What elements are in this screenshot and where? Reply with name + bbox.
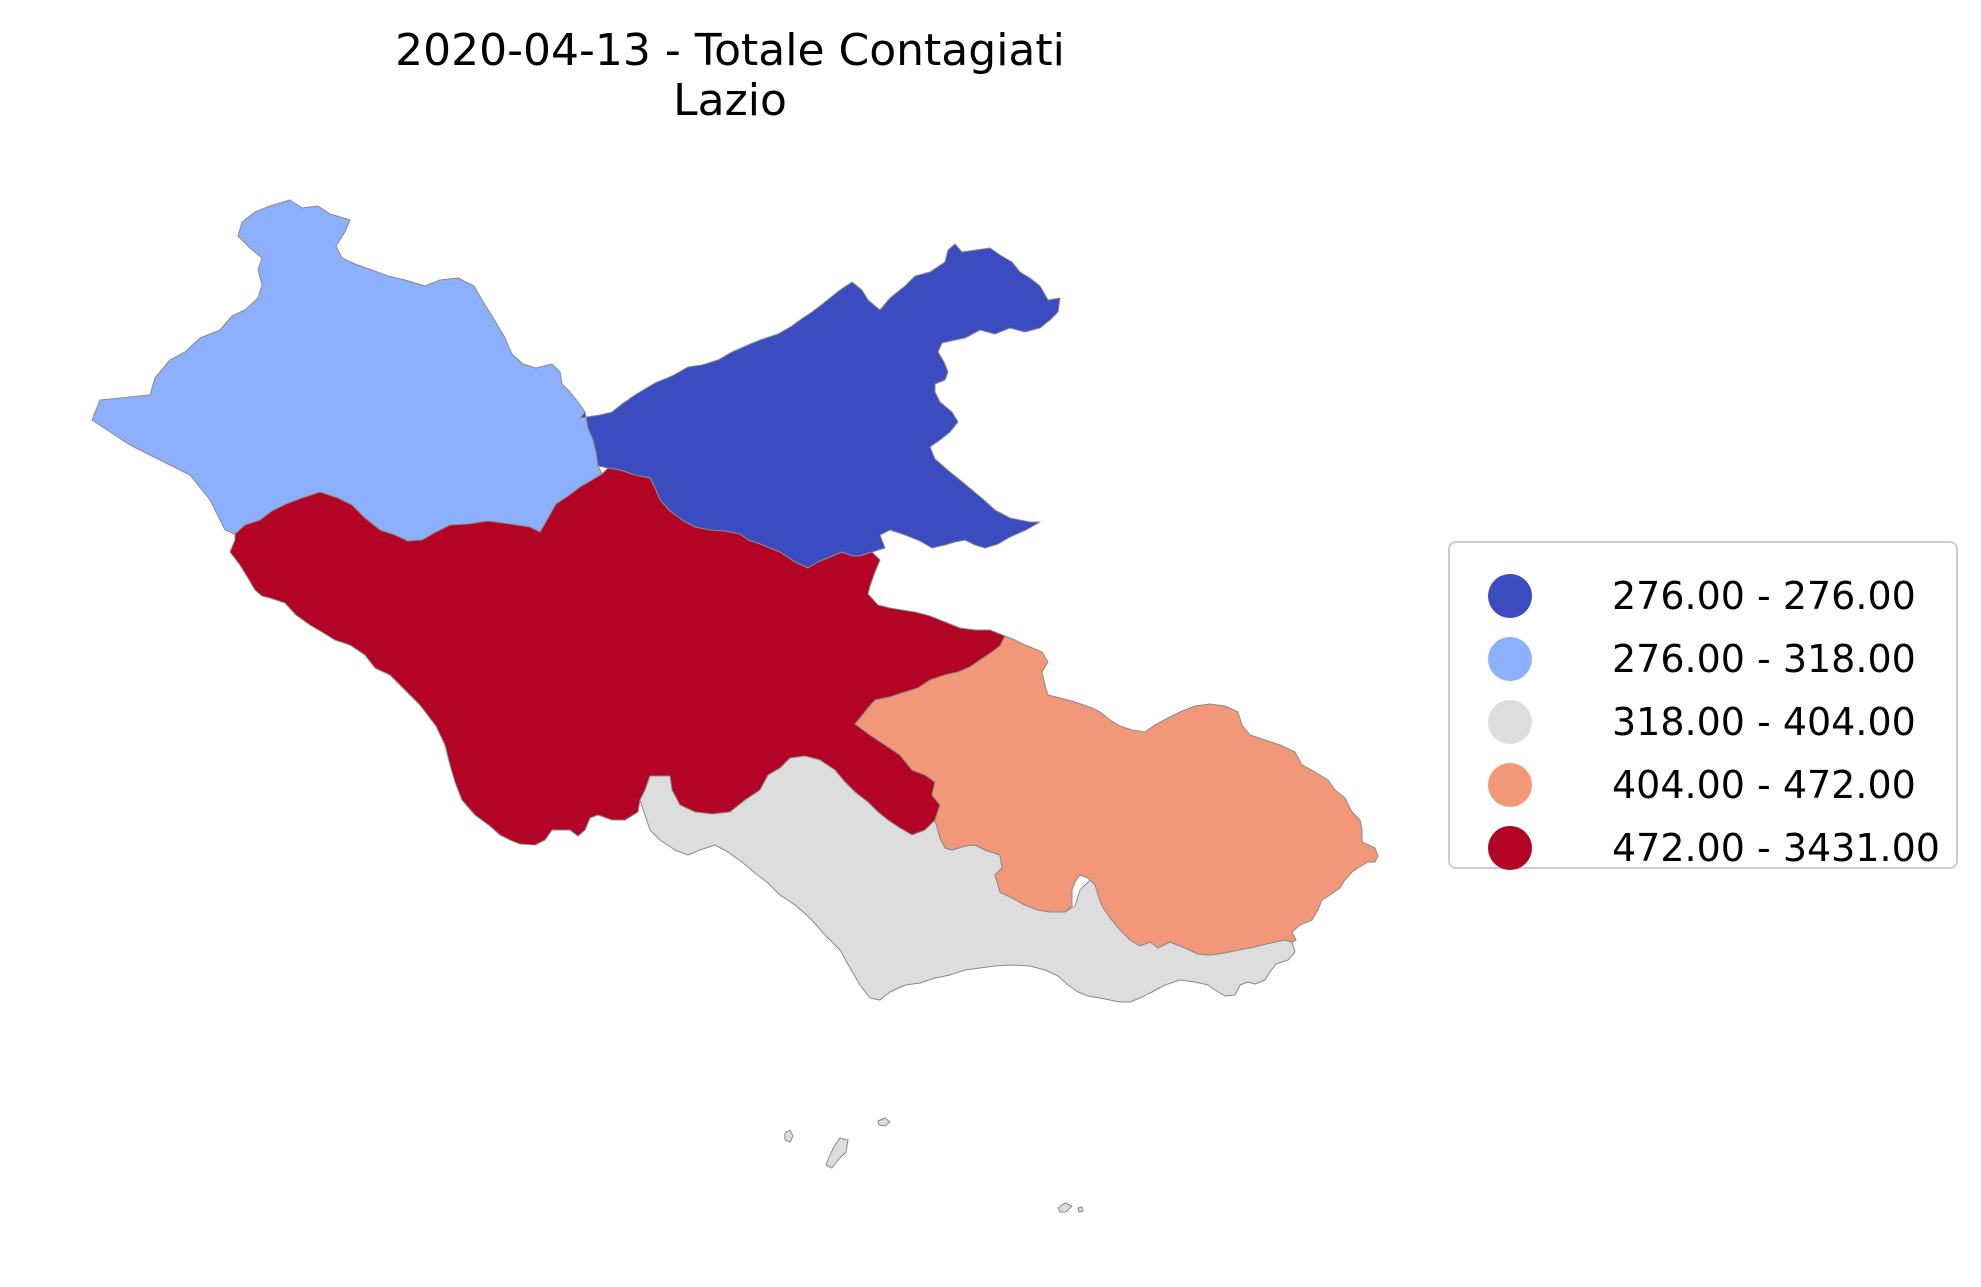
map-title: 2020-04-13 - Totale Contagiati Lazio (330, 26, 1130, 126)
ponza-island (825, 1137, 849, 1169)
santo-stefano-island (1077, 1206, 1084, 1213)
zannone-island (877, 1117, 891, 1127)
map-legend: 276.00 - 276.00 276.00 - 318.00 318.00 -… (1448, 541, 1958, 870)
legend-item: 276.00 - 276.00 (1450, 574, 1916, 618)
legend-label: 276.00 - 276.00 (1612, 574, 1916, 618)
legend-item: 276.00 - 318.00 (1450, 637, 1916, 681)
ventotene-island (1057, 1202, 1073, 1213)
province-viterbo[interactable] (91, 199, 603, 542)
legend-swatch-icon (1488, 763, 1532, 807)
legend-swatch-icon (1488, 637, 1532, 681)
legend-label: 276.00 - 318.00 (1612, 637, 1916, 681)
legend-label: 404.00 - 472.00 (1612, 763, 1916, 807)
palmarola-island (784, 1129, 794, 1143)
legend-swatch-icon (1488, 574, 1532, 618)
legend-swatch-icon (1488, 826, 1532, 870)
legend-item: 472.00 - 3431.00 (1450, 826, 1940, 870)
map-title-line-1: 2020-04-13 - Totale Contagiati (395, 25, 1065, 76)
legend-swatch-icon (1488, 700, 1532, 744)
map-title-line-2: Lazio (673, 75, 787, 126)
legend-label: 318.00 - 404.00 (1612, 700, 1916, 744)
legend-item: 404.00 - 472.00 (1450, 763, 1916, 807)
province-frosinone[interactable] (854, 635, 1379, 956)
legend-item: 318.00 - 404.00 (1450, 700, 1916, 744)
legend-label: 472.00 - 3431.00 (1612, 826, 1940, 870)
